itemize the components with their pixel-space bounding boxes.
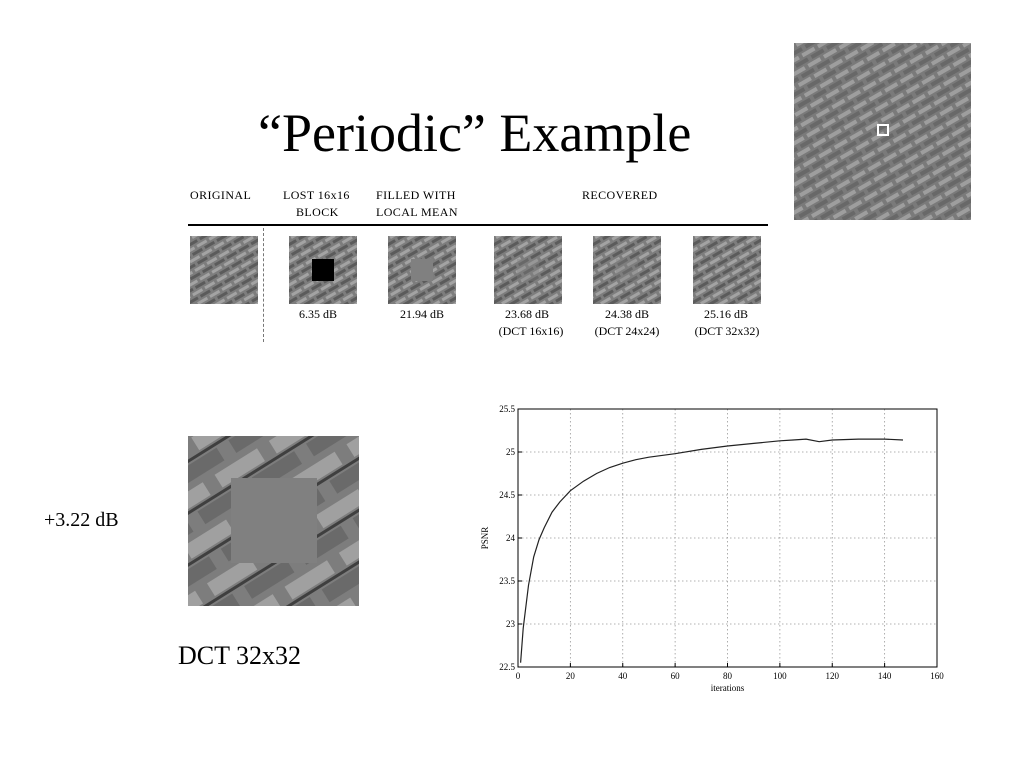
missing-block-lost bbox=[312, 259, 334, 281]
x-tick-label-80: 80 bbox=[723, 671, 733, 681]
slide-title: “Periodic” Example bbox=[258, 103, 692, 163]
missing-block-dct24 bbox=[616, 259, 638, 281]
db-dct32: 25.16 dB bbox=[703, 307, 748, 321]
db-filled: 21.94 dB bbox=[399, 307, 444, 321]
thumbnail-dct24 bbox=[593, 236, 661, 304]
db-lost: 6.35 dB bbox=[298, 307, 337, 321]
thumbnail-filled bbox=[388, 236, 456, 304]
x-tick-label-160: 160 bbox=[930, 671, 944, 681]
header-filled-line1: FILLED WITH bbox=[376, 188, 456, 202]
block-location-marker bbox=[877, 124, 889, 136]
thumbnail-dct32 bbox=[693, 236, 761, 304]
zoomed-reconstruction bbox=[188, 436, 359, 606]
missing-block-dct16 bbox=[517, 259, 539, 281]
x-axis-label: iterations bbox=[711, 683, 745, 693]
y-tick-label-22.5: 22.5 bbox=[499, 662, 515, 672]
db-dct24: 24.38 dB bbox=[604, 307, 649, 321]
method-dct24: (DCT 24x24) bbox=[594, 324, 660, 338]
header-lost-line2: BLOCK bbox=[296, 205, 339, 219]
x-tick-label-60: 60 bbox=[671, 671, 681, 681]
x-tick-label-40: 40 bbox=[618, 671, 628, 681]
y-tick-label-24: 24 bbox=[506, 533, 516, 543]
zoom-caption: DCT 32x32 bbox=[178, 641, 302, 670]
header-original: ORIGINAL bbox=[190, 188, 252, 202]
header-filled-line2: LOCAL MEAN bbox=[376, 205, 458, 219]
x-tick-label-0: 0 bbox=[516, 671, 521, 681]
y-tick-label-25: 25 bbox=[506, 447, 516, 457]
header-recovered: RECOVERED bbox=[582, 188, 658, 202]
y-tick-label-23: 23 bbox=[506, 619, 516, 629]
x-tick-label-100: 100 bbox=[773, 671, 787, 681]
x-tick-label-20: 20 bbox=[566, 671, 576, 681]
db-dct16: 23.68 dB bbox=[504, 307, 549, 321]
y-axis-label: PSNR bbox=[480, 527, 490, 550]
header-lost-line1: LOST 16x16 bbox=[283, 188, 350, 202]
method-dct32: (DCT 32x32) bbox=[694, 324, 760, 338]
texture-sample-large bbox=[794, 43, 971, 220]
psnr-chart: 0 20 40 60 80 100 120 140 160 22.5 23 23.5 24 24.5 25 2… bbox=[480, 404, 944, 693]
y-tick-label-24.5: 24.5 bbox=[499, 490, 515, 500]
dashed-separator bbox=[263, 228, 264, 342]
y-tick-label-25.5: 25.5 bbox=[499, 404, 515, 414]
y-tick-label-23.5: 23.5 bbox=[499, 576, 515, 586]
method-dct16: (DCT 16x16) bbox=[498, 324, 564, 338]
missing-block-filled bbox=[411, 259, 433, 281]
thumbnail-original bbox=[190, 236, 258, 304]
x-tick-label-140: 140 bbox=[878, 671, 892, 681]
x-tick-label-120: 120 bbox=[826, 671, 840, 681]
gain-label: +3.22 dB bbox=[44, 509, 119, 531]
header-rule bbox=[188, 224, 768, 226]
thumbnail-dct16 bbox=[494, 236, 562, 304]
thumbnail-lost bbox=[289, 236, 357, 304]
psnr-series-line-0 bbox=[520, 438, 904, 663]
